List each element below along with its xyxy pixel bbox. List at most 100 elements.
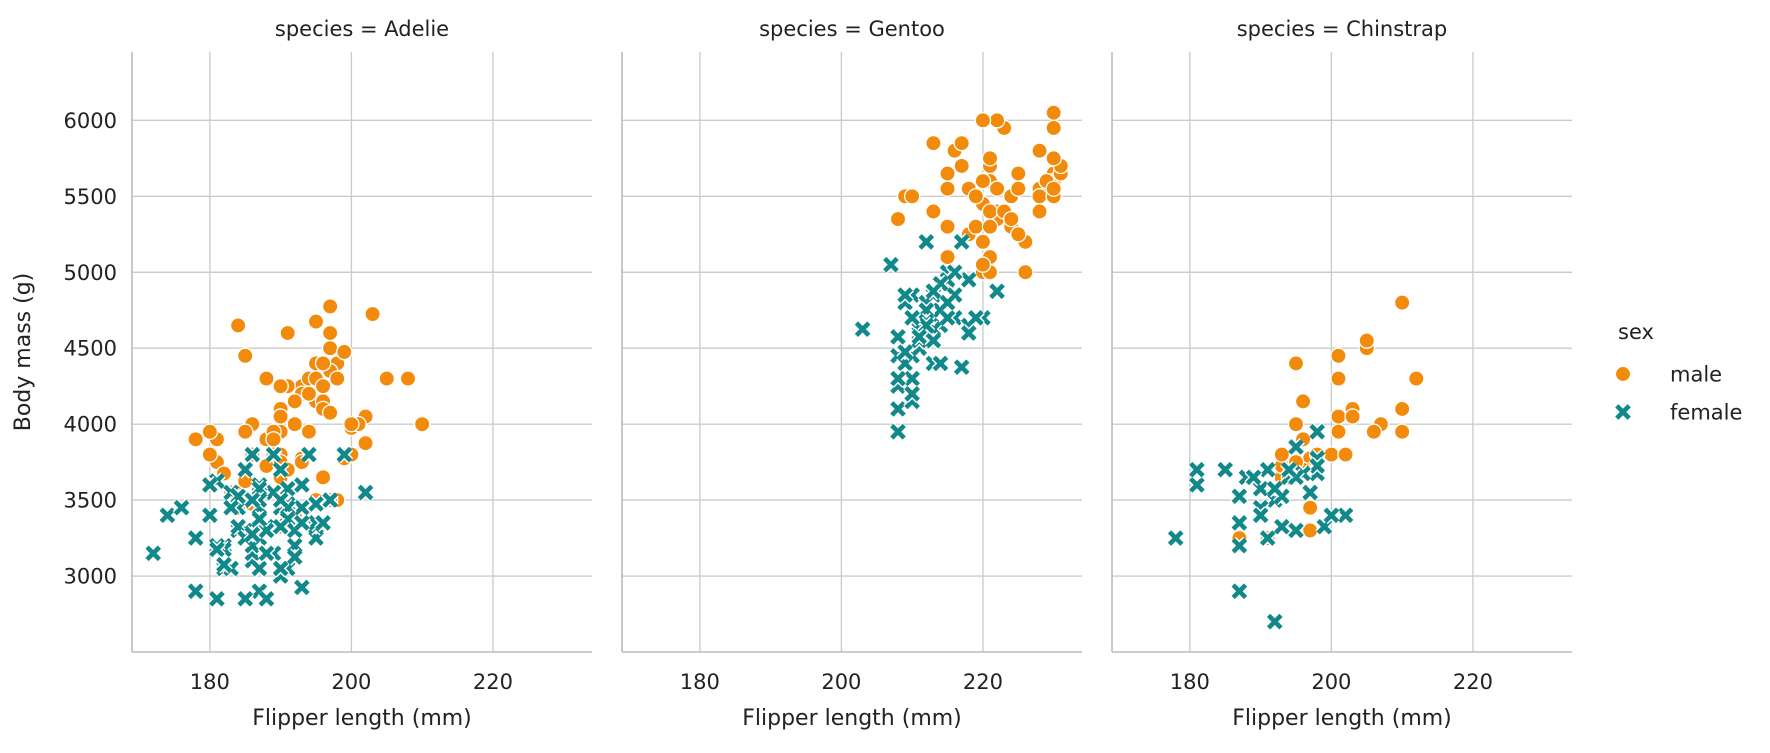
point-male xyxy=(236,423,254,440)
point-female xyxy=(144,544,163,563)
x-axis-label: Flipper length (mm) xyxy=(252,706,472,731)
point-female xyxy=(1230,487,1249,506)
point-female xyxy=(917,233,936,251)
point-male xyxy=(1330,408,1347,425)
point-female xyxy=(882,255,900,274)
point-female xyxy=(1244,468,1263,487)
point-female xyxy=(236,460,255,479)
point-male xyxy=(343,415,360,433)
point-male xyxy=(314,355,332,372)
point-female xyxy=(952,233,971,251)
point-male xyxy=(1031,203,1048,220)
point-male xyxy=(1330,347,1347,365)
point-male xyxy=(1344,408,1361,425)
point-male xyxy=(939,165,956,182)
legend-circle-marker xyxy=(1614,365,1632,383)
point-male xyxy=(1273,446,1291,463)
point-female xyxy=(222,498,240,517)
point-female xyxy=(243,525,262,544)
point-male xyxy=(1017,264,1034,281)
point-female xyxy=(271,559,290,578)
point-male xyxy=(967,218,985,235)
point-female xyxy=(172,498,191,517)
point-male xyxy=(1393,423,1411,440)
point-male xyxy=(925,134,942,152)
point-female xyxy=(910,327,929,346)
point-female xyxy=(1322,506,1341,525)
point-female xyxy=(1216,460,1235,479)
point-male xyxy=(272,408,289,425)
point-male xyxy=(1358,332,1376,349)
point-male xyxy=(265,431,282,448)
point-female xyxy=(186,582,205,601)
points-adelie xyxy=(144,298,431,608)
point-male xyxy=(967,188,985,205)
point-female xyxy=(1265,479,1284,498)
point-female xyxy=(271,517,290,536)
point-male xyxy=(357,434,374,452)
y-tick-label: 3000 xyxy=(64,565,117,589)
point-male xyxy=(364,305,381,323)
point-male xyxy=(201,423,219,440)
y-tick-label: 6000 xyxy=(64,109,117,133)
point-male xyxy=(1010,226,1027,243)
point-female xyxy=(292,476,311,494)
point-male xyxy=(413,415,431,433)
x-tick-label: 220 xyxy=(1453,670,1493,694)
point-female xyxy=(1258,460,1277,479)
point-male xyxy=(307,313,325,330)
point-male xyxy=(1393,400,1411,418)
point-female xyxy=(889,422,907,441)
point-female xyxy=(896,343,914,361)
point-male xyxy=(321,339,339,357)
legend-item-female: female xyxy=(1614,401,1742,425)
point-male xyxy=(300,423,318,440)
point-male xyxy=(286,415,304,433)
point-male xyxy=(1408,370,1425,387)
legend-x-marker xyxy=(1614,403,1632,421)
point-male xyxy=(286,393,304,410)
point-male xyxy=(1010,165,1027,182)
point-female xyxy=(903,308,922,327)
point-male xyxy=(258,370,275,387)
points-chinstrap xyxy=(1166,294,1425,631)
point-male xyxy=(939,248,956,266)
point-male xyxy=(314,469,332,486)
point-female xyxy=(321,491,340,509)
x-tick-label: 200 xyxy=(331,670,371,694)
point-male xyxy=(925,203,942,220)
legend-item-male: male xyxy=(1614,363,1722,387)
point-female xyxy=(1287,521,1305,540)
point-female xyxy=(236,589,255,608)
y-tick-label: 3500 xyxy=(64,489,117,513)
facet-title-gentoo: species = Gentoo xyxy=(759,17,945,41)
legend-title: sex xyxy=(1618,320,1654,344)
point-male xyxy=(903,188,921,205)
point-female xyxy=(292,578,311,597)
point-male xyxy=(1002,210,1020,228)
point-female xyxy=(257,544,276,563)
point-female xyxy=(889,369,907,388)
point-female xyxy=(314,514,332,532)
x-tick-label: 180 xyxy=(680,670,720,694)
point-male xyxy=(279,324,296,342)
point-male xyxy=(399,370,417,387)
point-male xyxy=(953,157,970,175)
point-female xyxy=(200,506,219,525)
point-male xyxy=(1010,180,1027,197)
point-male xyxy=(988,112,1006,129)
legend: sex male female xyxy=(1614,320,1742,425)
facet-title-chinstrap: species = Chinstrap xyxy=(1237,17,1448,41)
point-female xyxy=(200,476,219,494)
point-male xyxy=(1045,180,1062,197)
point-female xyxy=(158,506,177,525)
point-female xyxy=(208,540,226,559)
point-female xyxy=(1188,460,1206,479)
point-male xyxy=(1287,355,1305,372)
legend-label-female: female xyxy=(1670,401,1742,425)
point-male xyxy=(1330,370,1347,387)
point-male xyxy=(300,385,318,403)
